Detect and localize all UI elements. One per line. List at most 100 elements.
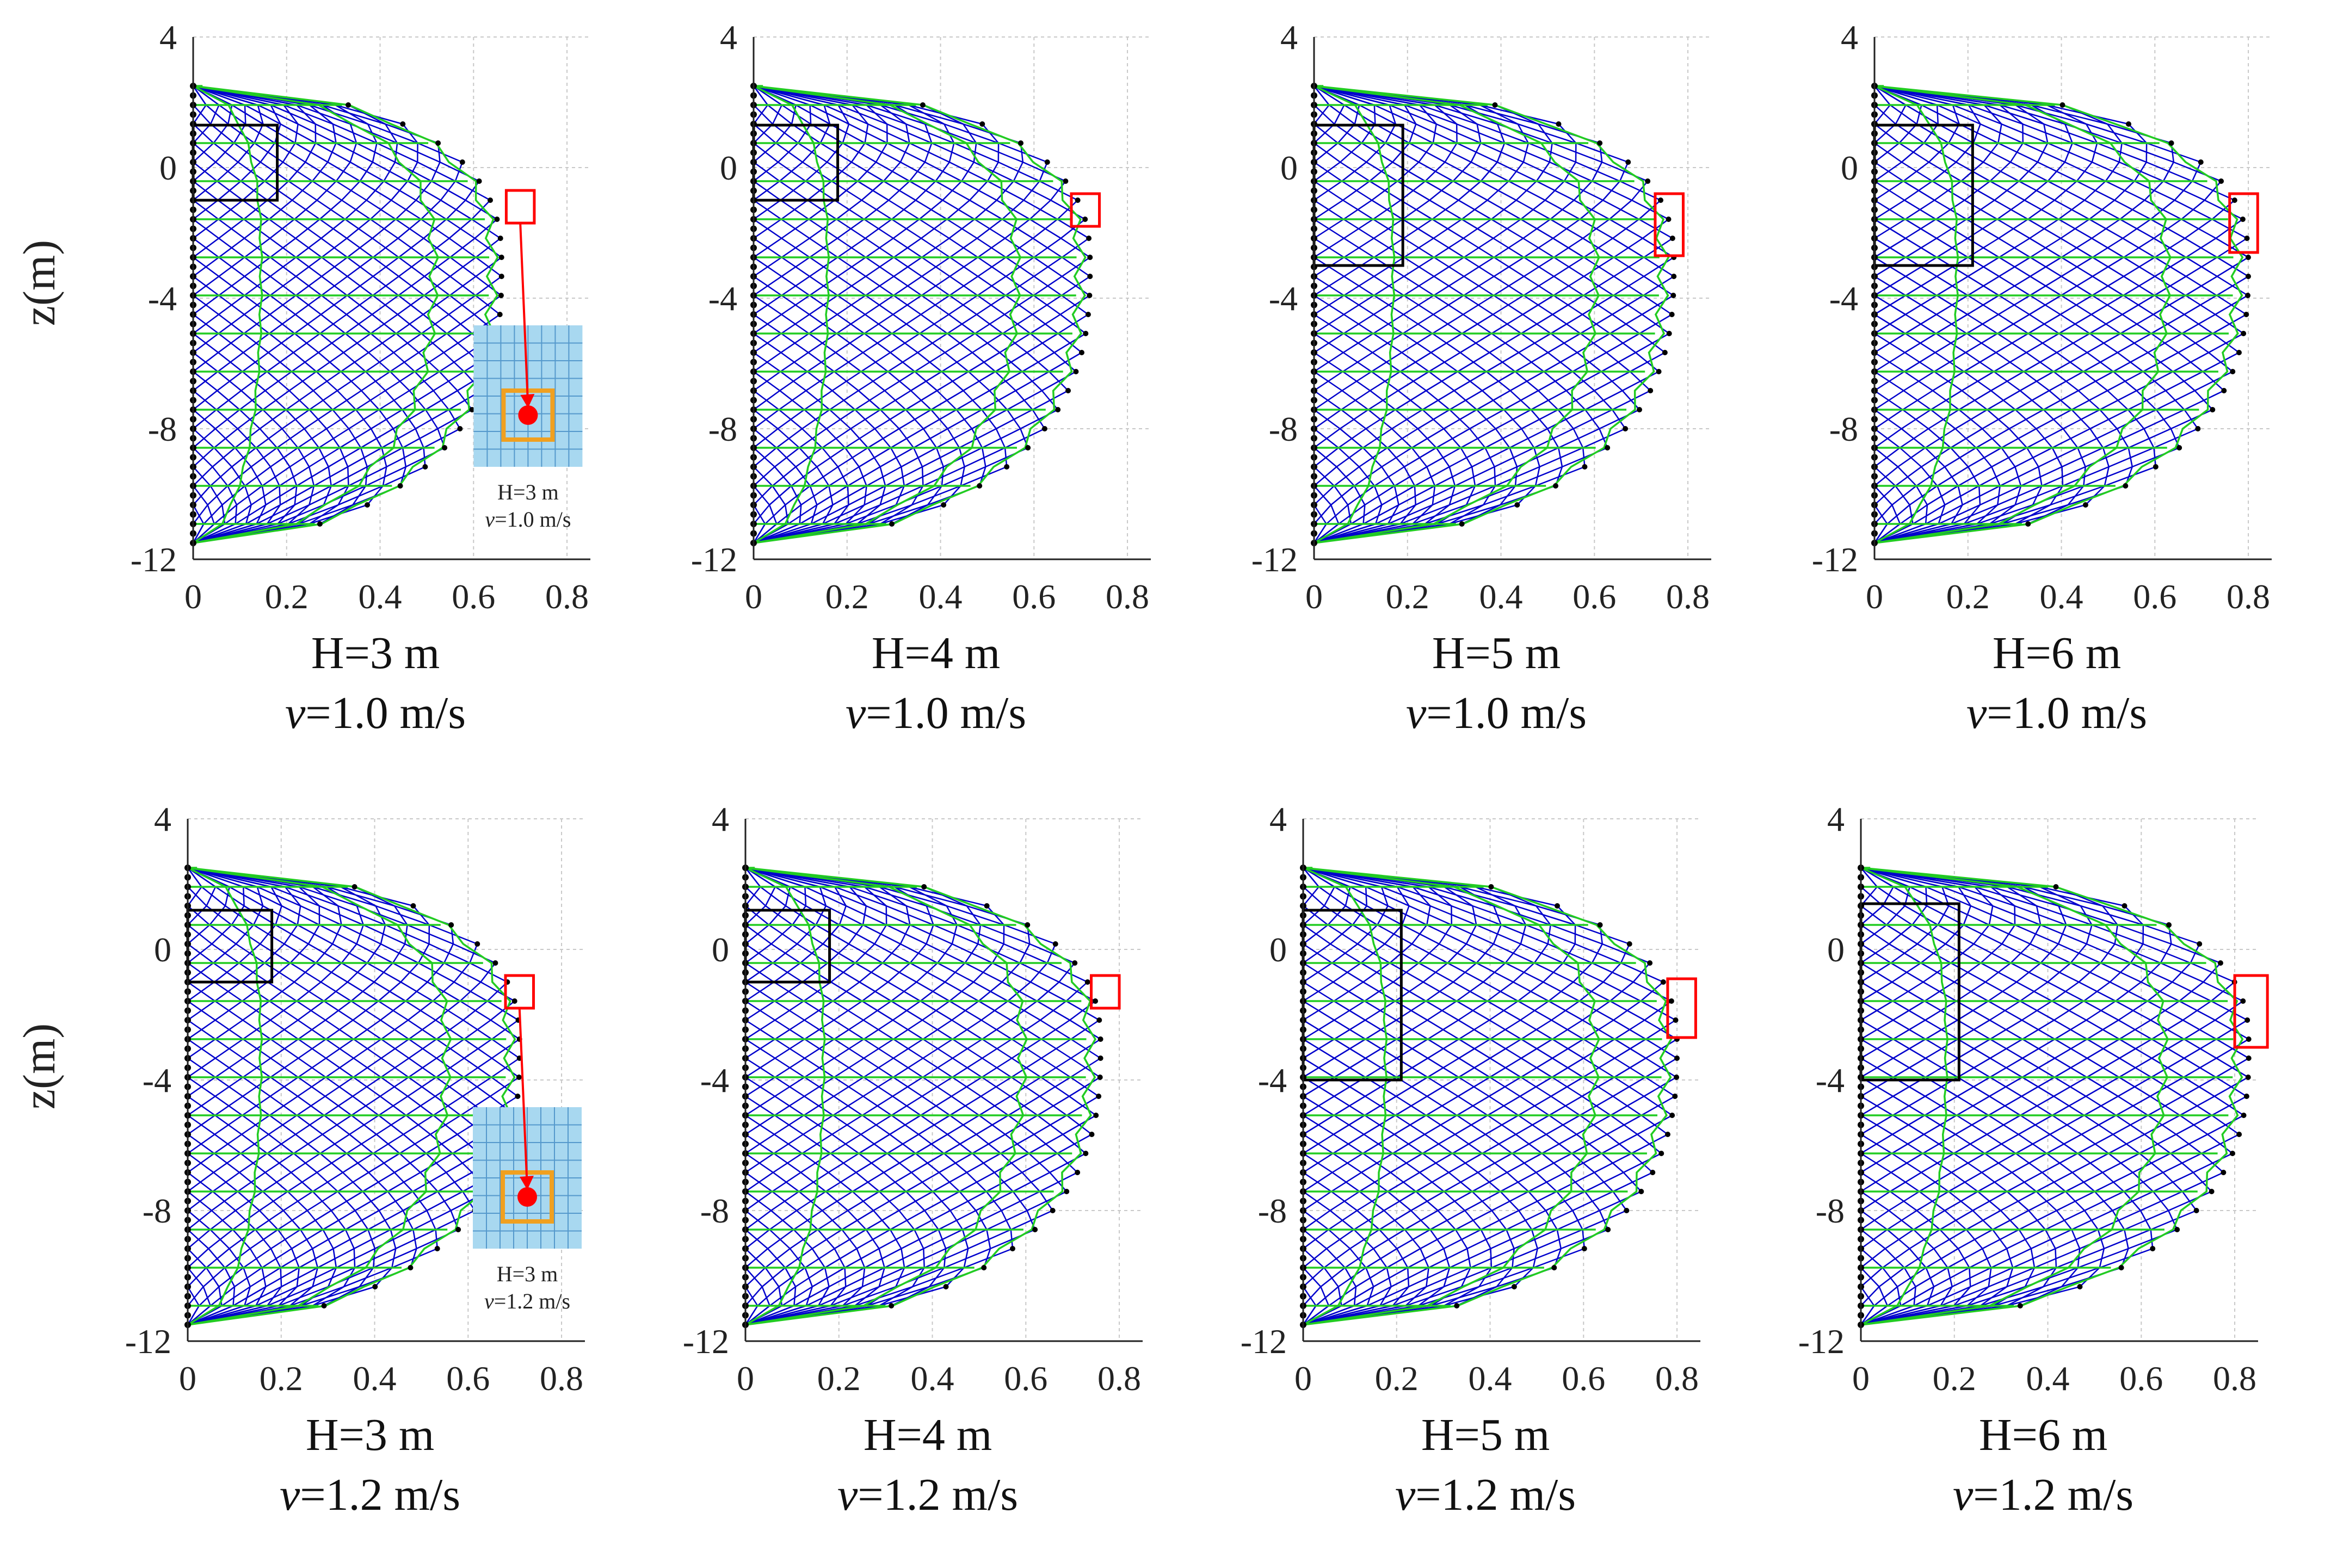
net-twine (1057, 313, 1089, 335)
net-twine (2049, 371, 2084, 392)
net-twine (833, 1076, 864, 1097)
net-twine (948, 294, 978, 316)
y-tick-label: -4 (143, 1061, 171, 1100)
net-twine (1602, 181, 1621, 201)
net-twine (244, 1286, 282, 1307)
inset-label-speed: v=1.2 m/s (484, 1289, 570, 1313)
net-twine (2215, 294, 2248, 316)
net-twine (1314, 371, 1343, 392)
net-twine (1345, 1248, 1374, 1269)
net-twine (1544, 181, 1565, 201)
net-twine (844, 1267, 847, 1287)
net-twine (1314, 199, 1343, 220)
net-twine (377, 142, 418, 163)
net-twine (372, 294, 399, 316)
net-twine (921, 256, 951, 277)
net-twine (1874, 199, 1905, 220)
net-twine (1444, 886, 1473, 907)
net-twine (440, 181, 456, 201)
net-twine (316, 1152, 347, 1174)
net-twine (270, 886, 282, 906)
y-tick-label: -12 (691, 540, 737, 579)
net-twine (214, 1076, 244, 1097)
net-twine (1493, 218, 1521, 239)
edge-node (1670, 293, 1676, 298)
panel-6: 40-4-8-120 0.2 0.4 0.6 0.8H=4 mv=1.2 m/s (683, 800, 1143, 1520)
net-twine (1990, 886, 2059, 907)
net-twine (923, 1229, 963, 1250)
net-twine (242, 1000, 270, 1021)
net-twine (1349, 1248, 1367, 1268)
net-twine (255, 428, 283, 449)
net-twine (1358, 466, 1375, 486)
net-twine (1353, 1209, 1385, 1231)
net-twine (1365, 1248, 1397, 1269)
net-twine (797, 124, 812, 144)
net-twine (1341, 162, 1367, 182)
net-twine (423, 428, 460, 449)
net-twine (2026, 332, 2059, 354)
net-twine (1303, 1229, 1329, 1250)
net-twine (1386, 1248, 1421, 1269)
net-twine (1411, 924, 1428, 944)
net-twine (1314, 180, 1342, 201)
net-twine (446, 200, 466, 220)
net-twine (2089, 409, 2129, 430)
edge-node (2245, 293, 2251, 298)
y-tick-label: 0 (712, 930, 729, 969)
net-twine (1477, 1152, 1513, 1174)
y-tick-label: -8 (1258, 1192, 1287, 1230)
net-twine (753, 523, 766, 544)
edge-node (459, 159, 465, 165)
grid (1314, 36, 1711, 560)
net-twine (187, 943, 213, 964)
net-twine (879, 447, 914, 468)
net-twine (312, 1229, 346, 1250)
net-twine (1303, 1000, 1335, 1021)
net-twine (1455, 1209, 1493, 1231)
net-twine (767, 1229, 794, 1250)
net-twine (946, 200, 970, 220)
net-twine (1417, 409, 1450, 430)
net-twine (999, 332, 1031, 354)
net-twine (1369, 162, 1393, 182)
net-twine (363, 924, 405, 945)
net-twine (2154, 256, 2187, 277)
net-twine (1535, 162, 1550, 182)
net-twine (1062, 1114, 1096, 1135)
x-tick-label: 0.8 (545, 577, 589, 616)
net-twine (435, 1057, 465, 1078)
net-twine (2123, 237, 2155, 258)
net-twine (1006, 256, 1034, 277)
net-twine (892, 1057, 923, 1078)
net-twine (227, 123, 255, 144)
net-twine (2178, 332, 2213, 354)
net-twine (775, 124, 793, 144)
net-twine (430, 162, 441, 182)
net-twine (753, 294, 782, 316)
net-twine (353, 1000, 379, 1021)
speed-symbol: v (280, 1470, 300, 1520)
net-twine (187, 1248, 207, 1268)
net-twine (1013, 162, 1023, 182)
edge-node (1671, 274, 1677, 279)
net-twine (2027, 313, 2061, 335)
net-twine (1375, 504, 1416, 525)
net-twine (850, 409, 881, 430)
net-twine (1921, 104, 1960, 125)
net-twine (1433, 237, 1464, 258)
net-twine (1314, 504, 1332, 524)
net-twine (212, 466, 229, 486)
net-twine (1026, 332, 1059, 354)
net-twine (909, 142, 950, 163)
net-twine (1426, 924, 1467, 945)
net-twine (1058, 962, 1076, 983)
net-twine (343, 1267, 392, 1288)
net-twine (804, 1019, 835, 1040)
net-twine (1422, 962, 1448, 983)
net-twine (805, 1286, 813, 1306)
net-twine (205, 104, 229, 125)
speed-value: =1.2 m/s (300, 1470, 460, 1520)
net-twine (369, 200, 392, 220)
net-twine (959, 1171, 995, 1193)
